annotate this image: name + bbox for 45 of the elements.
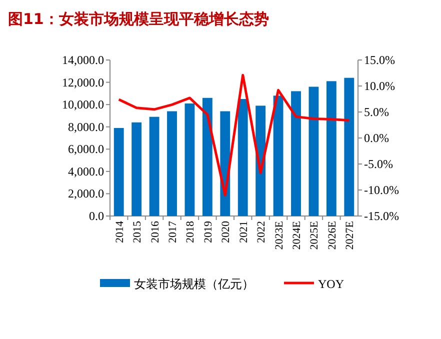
chart-title: 图11：女装市场规模呈现平稳增长态势 bbox=[8, 10, 269, 28]
y2-tick-label: -15.0% bbox=[364, 209, 399, 223]
x-tick-label: 2020 bbox=[220, 220, 232, 243]
bar bbox=[238, 99, 248, 216]
y-tick-label: 14,000.0 bbox=[62, 53, 104, 67]
line-series bbox=[118, 74, 350, 196]
y-tick-label: 6,000.0 bbox=[68, 142, 104, 156]
legend-label: 女装市场规模（亿元） bbox=[134, 277, 254, 291]
y-tick-label: 12,000.0 bbox=[62, 75, 104, 90]
y-tick-label: 4,000.0 bbox=[68, 164, 104, 178]
x-tick-label: 2025E bbox=[308, 220, 321, 250]
x-tick-label: 2017 bbox=[167, 220, 179, 243]
x-tick-label: 2023E bbox=[273, 220, 286, 250]
y-tick-label: 8,000.0 bbox=[68, 120, 104, 134]
x-tick-label: 2019 bbox=[202, 220, 214, 243]
x-tick-label: 2014 bbox=[114, 220, 126, 243]
bar bbox=[344, 78, 354, 216]
x-tick-label: 2015 bbox=[132, 220, 144, 243]
y2-tick-label: 15.0% bbox=[364, 53, 395, 67]
bar bbox=[167, 111, 177, 216]
y2-tick-label: 0.0% bbox=[364, 131, 389, 145]
bar bbox=[291, 91, 301, 216]
bar bbox=[308, 86, 319, 216]
bar bbox=[202, 98, 212, 216]
y-tick-label: 10,000.0 bbox=[62, 98, 104, 112]
x-tick-label: 2027E bbox=[344, 220, 356, 250]
x-tick-label: 2026E bbox=[326, 220, 338, 250]
y2-tick-label: -10.0% bbox=[364, 183, 399, 197]
x-tick-label: 2024E bbox=[291, 220, 303, 250]
bar bbox=[273, 96, 284, 216]
legend-label: YOY bbox=[318, 277, 344, 291]
bar bbox=[114, 128, 124, 216]
x-tick-label: 2018 bbox=[184, 220, 197, 243]
x-tick-label: 2021 bbox=[238, 221, 250, 243]
y2-tick-label: 10.0% bbox=[364, 79, 395, 93]
bar bbox=[326, 81, 336, 216]
y2-tick-label: 5.0% bbox=[364, 105, 389, 119]
bar bbox=[184, 103, 195, 216]
bar bbox=[149, 116, 160, 216]
y2-tick-label: -5.0% bbox=[364, 157, 393, 171]
x-tick-label: 2016 bbox=[149, 220, 162, 243]
bar bbox=[132, 122, 142, 216]
y-tick-label: 0.0 bbox=[89, 209, 104, 223]
x-tick-label: 2022 bbox=[256, 221, 268, 243]
y-tick-label: 2,000.0 bbox=[68, 186, 104, 201]
